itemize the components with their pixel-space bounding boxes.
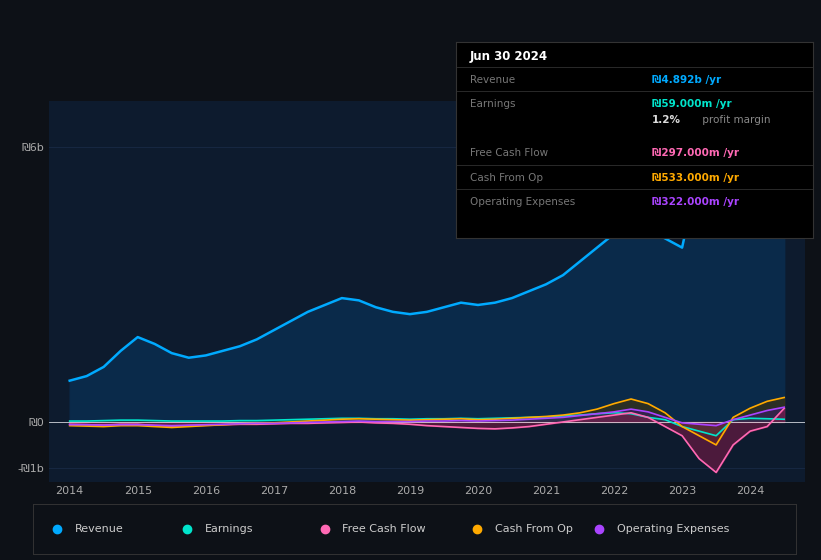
Text: Operating Expenses: Operating Expenses bbox=[617, 524, 729, 534]
Text: Free Cash Flow: Free Cash Flow bbox=[342, 524, 426, 534]
Text: Revenue: Revenue bbox=[75, 524, 124, 534]
Text: Earnings: Earnings bbox=[470, 100, 516, 109]
Text: ₪297.000m /yr: ₪297.000m /yr bbox=[652, 148, 739, 158]
Text: Earnings: Earnings bbox=[204, 524, 253, 534]
Text: Operating Expenses: Operating Expenses bbox=[470, 198, 576, 207]
Text: Jun 30 2024: Jun 30 2024 bbox=[470, 50, 548, 63]
Text: Free Cash Flow: Free Cash Flow bbox=[470, 148, 548, 158]
Text: ₪322.000m /yr: ₪322.000m /yr bbox=[652, 198, 739, 207]
Text: ₪59.000m /yr: ₪59.000m /yr bbox=[652, 100, 732, 109]
Text: Revenue: Revenue bbox=[470, 75, 515, 85]
Text: 1.2%: 1.2% bbox=[652, 115, 681, 125]
Text: Cash From Op: Cash From Op bbox=[470, 173, 543, 183]
Text: ₪4.892b /yr: ₪4.892b /yr bbox=[652, 75, 721, 85]
Text: profit margin: profit margin bbox=[699, 115, 770, 125]
Text: ₪533.000m /yr: ₪533.000m /yr bbox=[652, 173, 739, 183]
Text: Cash From Op: Cash From Op bbox=[495, 524, 573, 534]
